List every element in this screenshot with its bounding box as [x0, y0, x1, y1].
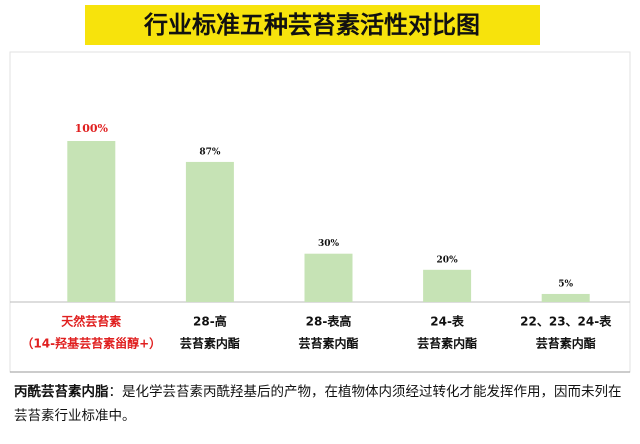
value-label: 20% — [437, 255, 459, 265]
title-box — [85, 5, 540, 45]
bar — [67, 141, 116, 302]
chart-title: 行业标准五种芸苔素活性对比图 — [143, 11, 480, 39]
x-tick-label: 24-表 — [430, 314, 465, 329]
value-label: 100% — [75, 122, 109, 135]
value-label: 5% — [558, 279, 573, 289]
note-text: ：是化学芸苔素丙酰羟基后的产物，在植物体内须经过转化才能发挥作用，因而未列在芸苔… — [14, 384, 622, 424]
x-tick-label: 天然芸苔素 — [61, 314, 121, 329]
x-tick-label: 28-表高 — [306, 314, 352, 329]
bar — [304, 253, 353, 302]
value-label: 87% — [199, 147, 221, 157]
x-tick-label: 22、23、24-表 — [520, 314, 612, 329]
x-tick-label: 芸苔素内酯 — [417, 336, 477, 351]
bar — [541, 293, 590, 302]
x-tick-label: 芸苔素内酯 — [536, 336, 596, 351]
x-tick-label: 28-高 — [193, 314, 227, 329]
value-label: 30% — [318, 239, 340, 249]
x-tick-label: 芸苔素内酯 — [298, 336, 358, 351]
note-term: 丙酰芸苔素内脂 — [14, 384, 109, 400]
note: 丙酰芸苔素内脂：是化学芸苔素丙酰羟基后的产物，在植物体内须经过转化才能发挥作用，… — [14, 380, 626, 428]
x-tick-label: 芸苔素内酯 — [180, 336, 240, 351]
bar — [423, 269, 472, 302]
x-tick-label: （14-羟基芸苔素甾醇+） — [21, 336, 161, 351]
bar — [185, 161, 234, 302]
